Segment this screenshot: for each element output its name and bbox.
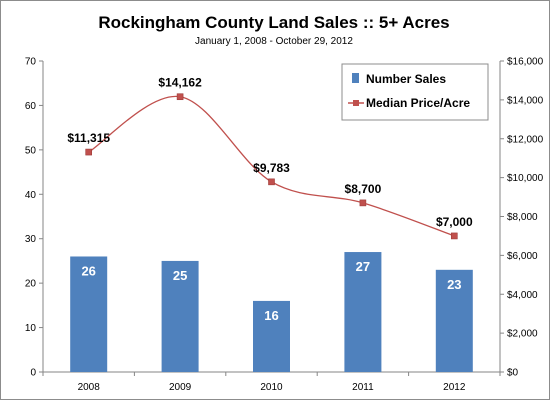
chart-subtitle: January 1, 2008 - October 29, 2012 (195, 36, 353, 47)
bar-data-label: 23 (447, 277, 461, 292)
x-axis-tick-label: 2008 (78, 382, 101, 393)
right-axis-tick-label: $16,000 (507, 57, 544, 68)
x-axis-tick-label: 2009 (169, 382, 192, 393)
legend-bar-swatch (352, 73, 359, 83)
left-axis-tick-label: 70 (25, 57, 37, 68)
right-axis-tick-label: $0 (507, 368, 519, 379)
right-axis-tick-label: $8,000 (507, 212, 538, 223)
left-axis-tick-label: 20 (25, 279, 37, 290)
left-y-axis: 0 10 20 30 40 50 60 70 (25, 57, 44, 379)
legend-line-marker (353, 100, 359, 106)
x-axis-tick-label: 2012 (443, 382, 466, 393)
bar (161, 260, 199, 372)
chart-title: Rockingham County Land Sales :: 5+ Acres (98, 13, 449, 32)
line-point (450, 232, 458, 240)
right-y-axis: $0 $2,000 $4,000 $6,000 $8,000 $10,000 $12,000… (499, 57, 544, 379)
right-axis-tick-label: $4,000 (507, 290, 538, 301)
right-axis-tick-label: $10,000 (507, 173, 544, 184)
x-axis-tick-label: 2010 (260, 382, 283, 393)
bar-data-label: 26 (81, 263, 95, 278)
bar (70, 256, 108, 372)
bar-series: 26 25 16 27 23 (70, 252, 473, 372)
x-axis: 2008 2009 2010 2011 2012 (42, 371, 501, 393)
left-axis-tick-label: 40 (25, 190, 37, 201)
line-point (359, 199, 367, 207)
right-axis-tick-label: $14,000 (507, 95, 544, 106)
right-axis-tick-label: $12,000 (507, 134, 544, 145)
line-point (176, 93, 184, 101)
legend-label-number-sales: Number Sales (366, 72, 446, 86)
left-axis-tick-label: 60 (25, 101, 37, 112)
median-price-line (88, 96, 455, 237)
bar (344, 252, 382, 372)
right-axis-tick-label: $6,000 (507, 251, 538, 262)
left-axis-tick-label: 0 (30, 368, 36, 379)
line-data-label: $7,000 (436, 215, 473, 229)
bar-data-label: 27 (356, 259, 370, 274)
legend-label-median-price: Median Price/Acre (366, 96, 470, 110)
line-data-label: $11,315 (67, 131, 110, 145)
right-axis-tick-label: $2,000 (507, 329, 538, 340)
bar (435, 269, 473, 372)
line-data-label: $8,700 (345, 182, 382, 196)
left-axis-tick-label: 10 (25, 323, 37, 334)
bar (253, 300, 290, 372)
bar-data-label: 25 (173, 268, 187, 283)
legend: Number Sales Median Price/Acre (341, 63, 489, 121)
line-series: $11,315 $14,162 $9,783 $8,700 $7,000 (67, 76, 473, 240)
x-axis-tick-label: 2011 (352, 382, 374, 393)
bar-data-label: 16 (264, 308, 278, 323)
line-point (85, 148, 92, 156)
line-data-label: $14,162 (158, 76, 202, 90)
left-axis-tick-label: 50 (25, 145, 37, 156)
legend-box (341, 63, 489, 121)
line-data-label: $9,783 (253, 161, 290, 175)
line-point (268, 178, 275, 186)
left-axis-tick-label: 30 (25, 234, 37, 245)
